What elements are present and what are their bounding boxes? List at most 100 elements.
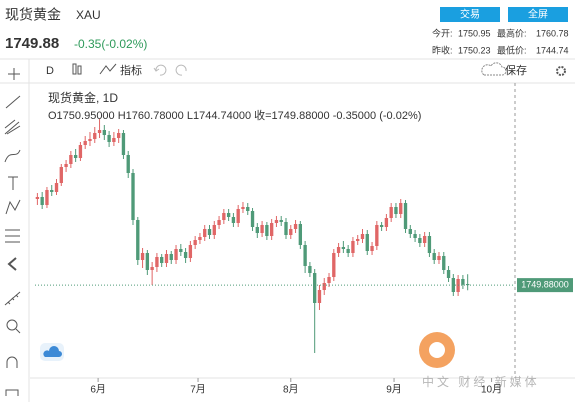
candle-body xyxy=(116,133,121,138)
candle-body xyxy=(274,220,279,223)
candle-body xyxy=(150,267,154,270)
candle-body xyxy=(69,155,73,164)
candle-body xyxy=(160,257,164,263)
candle-body xyxy=(442,256,446,270)
candle-body xyxy=(284,222,288,235)
indicators-button[interactable]: 指标 xyxy=(120,63,142,77)
candle-body xyxy=(408,229,412,234)
candle-body xyxy=(427,236,432,253)
candle-body xyxy=(255,227,259,233)
candle-body xyxy=(241,207,245,209)
candle-body xyxy=(88,139,92,141)
zoom-tool-handle[interactable] xyxy=(15,328,21,334)
candle-body xyxy=(437,256,441,260)
last-price-label: 1749.88000 xyxy=(521,279,569,289)
candle-body xyxy=(327,277,331,283)
candle-body xyxy=(217,220,221,225)
candle-body xyxy=(322,283,326,290)
candle-body xyxy=(346,249,350,253)
candle-body xyxy=(226,213,231,217)
candle-body xyxy=(432,253,436,260)
candle-body xyxy=(298,224,303,245)
watermark-logo xyxy=(429,342,445,358)
candle-body xyxy=(145,253,150,270)
zoom-tool[interactable] xyxy=(6,319,18,331)
chart-type-icon[interactable] xyxy=(77,65,82,75)
x-tick-label: 9月 xyxy=(386,384,402,396)
magnet-tool[interactable] xyxy=(6,356,18,368)
trade-button[interactable] xyxy=(440,7,500,22)
candle-body xyxy=(54,183,59,192)
candle-body xyxy=(45,190,49,205)
pattern-tool[interactable] xyxy=(5,199,21,215)
candle-body xyxy=(289,229,293,235)
cloud-icon[interactable] xyxy=(481,62,507,76)
candle-body xyxy=(379,225,384,227)
last-price: 1749.88 xyxy=(5,35,59,52)
candle-body xyxy=(112,138,116,142)
settings-icon[interactable] xyxy=(556,66,566,76)
watermark: 中文 财经 新媒体 xyxy=(419,332,537,389)
interval-button[interactable]: D xyxy=(46,65,54,77)
indicator-icon[interactable] xyxy=(99,63,117,75)
candle-body xyxy=(203,229,207,237)
instrument-symbol: XAU xyxy=(76,8,101,22)
candle-body xyxy=(303,245,307,266)
ruler-tool[interactable] xyxy=(4,291,21,306)
candle-body xyxy=(97,130,102,133)
candle-body xyxy=(131,173,135,220)
cloud-badge-icon[interactable] xyxy=(43,346,62,357)
candle-body xyxy=(50,190,54,192)
candle-body xyxy=(136,220,140,260)
stat-value: 1744.74 xyxy=(536,45,569,55)
candle-body xyxy=(451,278,455,292)
candle-body xyxy=(265,225,269,236)
fullscreen-button[interactable] xyxy=(508,7,568,22)
undo-icon[interactable] xyxy=(153,64,167,76)
stat-value: 1760.78 xyxy=(536,28,569,38)
candle-body xyxy=(389,207,393,218)
candle-body xyxy=(465,284,470,286)
prediction-tool[interactable] xyxy=(5,229,20,243)
chart-type-icon[interactable] xyxy=(72,63,77,75)
candle-body xyxy=(384,218,389,227)
candle-body xyxy=(198,237,202,240)
collapse-tool[interactable] xyxy=(7,257,17,271)
stat-label: 昨收: xyxy=(432,44,453,55)
candle-body xyxy=(126,155,130,173)
candle-body xyxy=(35,197,40,199)
brush-tool[interactable] xyxy=(4,149,21,163)
x-tick-label: 10月 xyxy=(481,384,502,396)
x-tick-label: 6月 xyxy=(90,384,106,396)
candle-body xyxy=(399,203,403,214)
redo-icon[interactable] xyxy=(175,64,187,76)
fullscreen-button-label[interactable]: 全屏 xyxy=(528,8,548,21)
save-button[interactable]: 保存 xyxy=(505,63,527,77)
candle-body xyxy=(64,164,68,167)
candle-body xyxy=(250,211,255,227)
candle-body xyxy=(212,225,216,235)
candle-body xyxy=(155,257,159,267)
legend-title: 现货黄金, 1D xyxy=(48,90,118,105)
price-change: -0.35(-0.02%) xyxy=(74,37,147,51)
candle-body xyxy=(121,133,126,155)
text-tool[interactable] xyxy=(8,176,18,190)
trade-button-label[interactable]: 交易 xyxy=(460,8,480,21)
stats: 今开: 1750.95 最高价: 1760.78 昨收: 1750.23 最低价… xyxy=(432,27,569,55)
candle-body xyxy=(375,225,379,246)
candle-body xyxy=(341,247,346,249)
crosshair-tool[interactable] xyxy=(8,68,20,80)
candle-body xyxy=(102,130,106,135)
candle-body xyxy=(279,220,283,222)
trendline-tool[interactable] xyxy=(5,95,21,109)
lock-tool[interactable] xyxy=(5,389,19,396)
candle-body xyxy=(370,246,374,251)
candle-body xyxy=(169,254,173,260)
stat-label: 最低价: xyxy=(497,44,527,55)
legend-ohlc: O1750.95000 H1760.78000 L1744.74000 收=17… xyxy=(48,108,421,122)
candle-body xyxy=(73,155,78,158)
fib-tool[interactable] xyxy=(4,119,21,135)
stat-label: 最高价: xyxy=(497,27,527,38)
candle-body xyxy=(461,279,465,285)
